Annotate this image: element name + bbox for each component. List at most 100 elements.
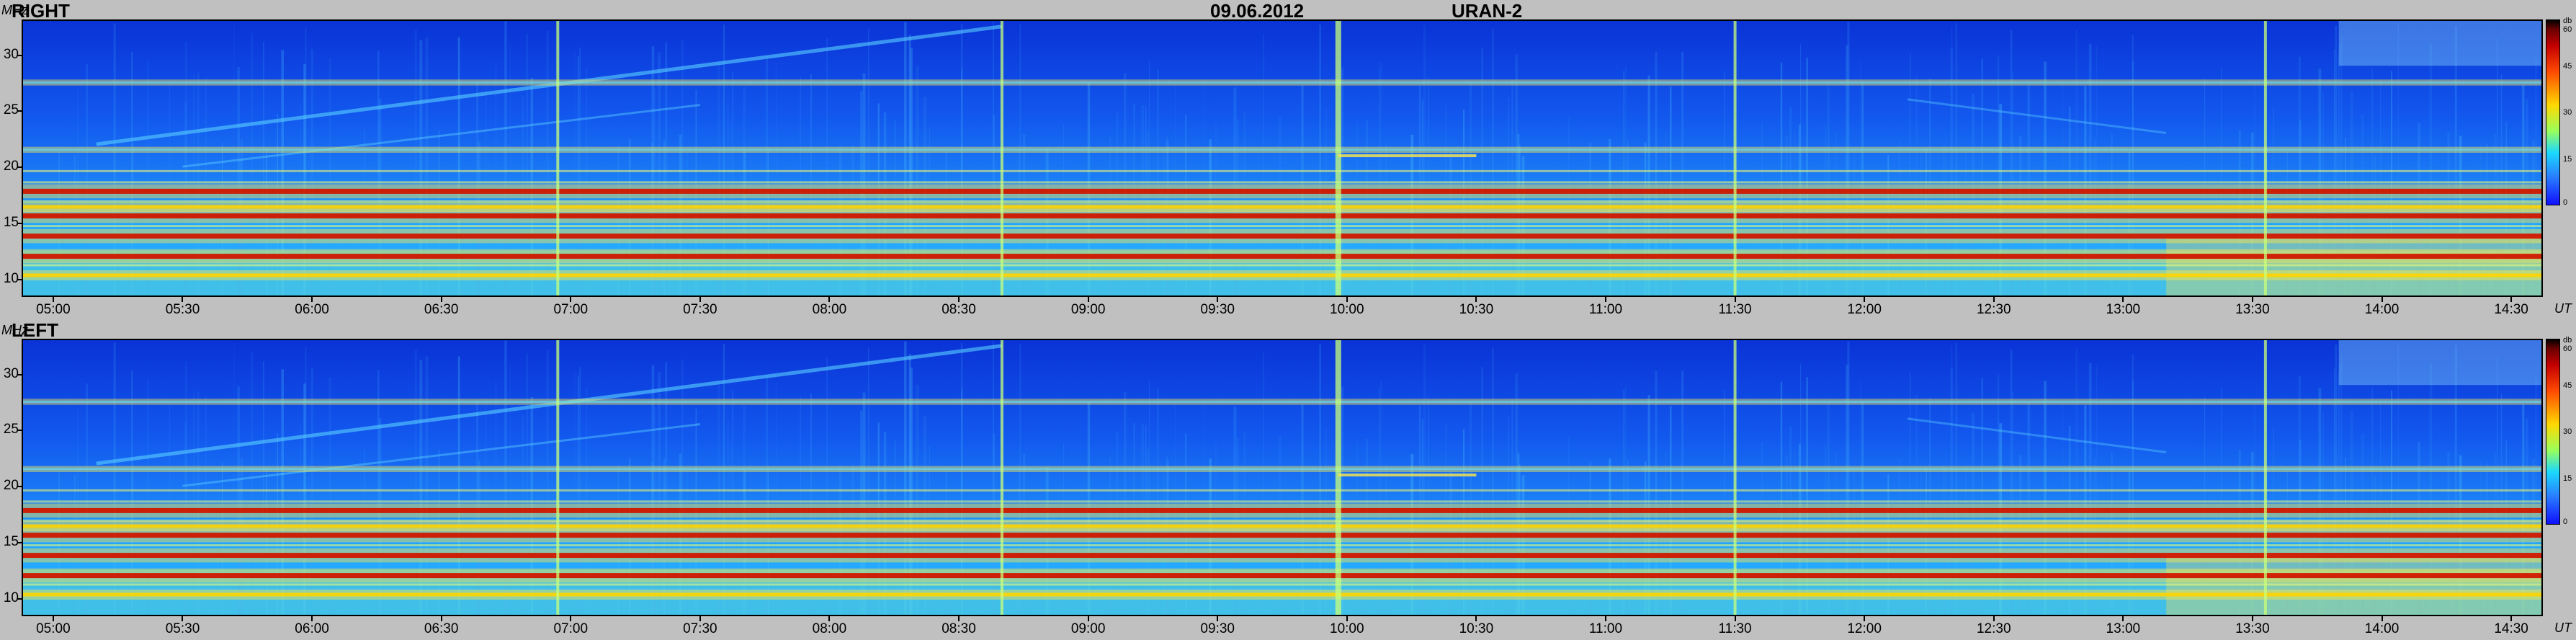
streak	[58, 151, 61, 295]
x-tick-label: 05:30	[165, 621, 200, 636]
band-21.5-mhz	[23, 148, 2541, 151]
streak	[2322, 93, 2324, 295]
colorbar-tick-label: 45	[2563, 381, 2572, 390]
vertical-bursts	[556, 21, 2267, 295]
instrument-label: URAN-2	[1452, 0, 1523, 22]
streak	[1972, 93, 1975, 295]
band-15.6-mhz	[23, 213, 2541, 219]
streak	[1215, 442, 1217, 615]
streak	[1263, 33, 1264, 295]
streak	[2486, 463, 2488, 615]
streak	[1847, 341, 1850, 615]
streak	[1800, 468, 1803, 615]
streak	[1379, 61, 1382, 295]
streak	[1492, 28, 1494, 295]
x-tick-label: 11:30	[1718, 302, 1752, 317]
x-tick-label: 07:30	[683, 621, 717, 636]
streak	[1761, 442, 1763, 615]
streak	[2496, 38, 2498, 295]
streak	[1780, 381, 1783, 615]
streak	[546, 350, 549, 615]
x-tick-label: 10:30	[1459, 302, 1494, 317]
streak	[1163, 467, 1165, 615]
band-10.3-mhz	[23, 273, 2541, 277]
streak	[945, 470, 947, 615]
x-tick-mark	[1604, 297, 1606, 302]
streak	[131, 370, 133, 615]
streak	[617, 146, 620, 295]
streak	[718, 469, 720, 615]
streak	[310, 49, 313, 295]
colorbar-tick-label: 0	[2563, 198, 2568, 207]
streak	[277, 114, 278, 295]
streak	[2298, 56, 2301, 295]
x-tick-label: 07:30	[683, 302, 717, 317]
streak	[2128, 151, 2131, 295]
burst-0657	[556, 340, 560, 615]
streak	[1761, 123, 1763, 295]
x-tick-mark	[1734, 297, 1736, 302]
streak	[1655, 370, 1658, 615]
streak	[1185, 114, 1186, 295]
band-13.8-mhz	[23, 553, 2541, 559]
x-tick-mark	[2510, 616, 2513, 621]
xlabel-right: UT	[2554, 301, 2572, 316]
streak	[2429, 44, 2433, 295]
streak	[665, 362, 668, 615]
streak	[651, 392, 653, 615]
y-tick-mark	[17, 486, 22, 488]
x-tick-label: 07:00	[553, 621, 589, 636]
streak	[826, 357, 828, 615]
thin-band	[23, 489, 2541, 492]
streak	[132, 462, 134, 615]
streak	[2500, 74, 2503, 295]
drift-line	[1907, 98, 2167, 134]
x-tick-mark	[1864, 616, 1866, 621]
x-tick-mark	[182, 616, 184, 621]
streak	[197, 72, 200, 295]
streak	[281, 50, 284, 295]
x-tick-mark	[570, 616, 572, 621]
x-tick-label: 05:00	[36, 621, 71, 636]
streak	[185, 42, 187, 295]
streak	[1423, 344, 1426, 615]
streak	[425, 356, 429, 615]
thin-band	[23, 583, 2541, 586]
streak	[2075, 349, 2078, 615]
streak	[2361, 433, 2364, 615]
x-tick-mark	[1346, 297, 1348, 302]
x-tick-label: 08:30	[942, 302, 976, 317]
x-tick-mark	[958, 616, 960, 621]
streak	[1385, 143, 1387, 295]
x-tick-label: 14:00	[2364, 621, 2400, 636]
streak	[146, 60, 149, 295]
streak	[277, 433, 278, 615]
streak	[1589, 142, 1592, 295]
streak	[1449, 471, 1452, 615]
streak	[266, 148, 268, 295]
streak	[205, 396, 207, 615]
spectrogram-background	[23, 21, 2541, 295]
streak	[2204, 78, 2206, 295]
streak	[1965, 146, 1967, 295]
streak	[310, 368, 313, 615]
streak	[731, 71, 734, 295]
spectrogram-background	[23, 340, 2541, 615]
streak	[1045, 466, 1049, 615]
colorbar-tick-label: 0	[2563, 517, 2568, 526]
ylabel-right: MHz	[1, 3, 28, 17]
streak	[2010, 350, 2013, 615]
streak	[1063, 443, 1065, 615]
streak	[1800, 149, 1803, 295]
streak	[504, 21, 507, 295]
y-tick-mark	[17, 597, 22, 600]
streak	[495, 381, 497, 615]
x-tick-mark	[2122, 616, 2124, 621]
y-tick-label: 30	[3, 46, 19, 62]
streak	[1124, 392, 1127, 615]
streak	[1133, 422, 1135, 615]
streak	[2397, 23, 2399, 295]
streak	[185, 361, 187, 615]
drift-line	[96, 344, 1003, 466]
streak	[1847, 22, 1850, 295]
